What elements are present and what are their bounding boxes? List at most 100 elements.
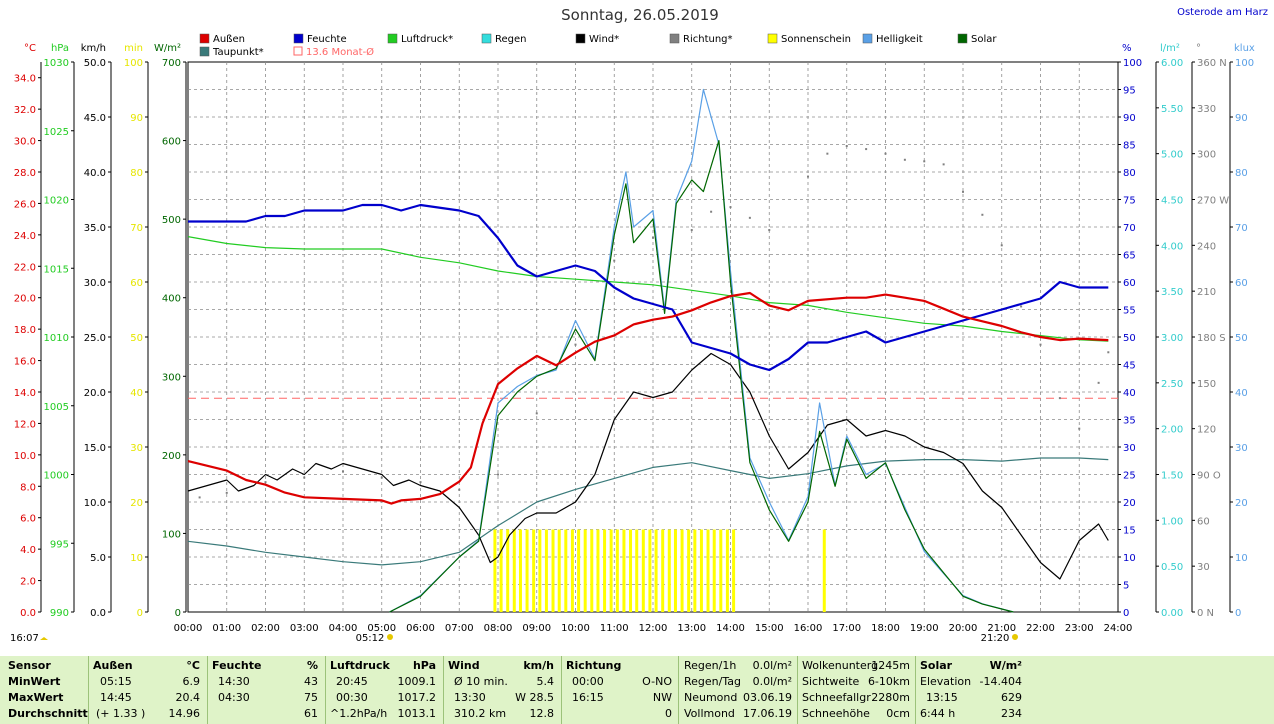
series-line-solar (389, 140, 1014, 613)
sunshine-bar (603, 529, 607, 612)
footer-aussen-max-value: 20.4 (175, 691, 201, 704)
footer-schneehoehe-value: 0cm (886, 707, 910, 720)
left-axis-label: 70 (130, 223, 143, 234)
footer-solar-avg-value: 234 (1001, 707, 1022, 720)
right-axis-label: 6.00 (1161, 58, 1183, 69)
footer-aussen-avg-value: 14.96 (168, 707, 201, 720)
right-axis-label: 0.50 (1161, 562, 1183, 573)
right-axis-label: 40 (1123, 388, 1136, 399)
left-axis-label: 200 (162, 451, 181, 462)
right-axis-label: 30 (1123, 443, 1136, 454)
x-axis-label: 11:00 (600, 623, 629, 634)
footer-feuchte-max-value: 75 (304, 691, 318, 704)
footer-wind-avg10-label: Ø 10 min. (454, 675, 508, 688)
right-axis-label: 30 (1235, 443, 1248, 454)
direction-point (264, 481, 267, 484)
right-axis-unit: l/m² (1160, 43, 1180, 54)
legend-label: Luftdruck* (401, 34, 453, 45)
sunshine-bar (693, 529, 697, 612)
sunshine-bar (622, 529, 626, 612)
left-axis-label: 30.0 (14, 137, 36, 148)
right-axis-label: 210 (1197, 287, 1216, 298)
sunset-label: 21:20 (981, 633, 1010, 644)
footer-solar-unit: W/m² (989, 659, 1022, 672)
left-axis-unit: hPa (51, 43, 69, 54)
footer-schneefall-label: Schneefallgr (802, 691, 871, 704)
left-axis-label: 1010 (44, 333, 69, 344)
direction-point (1020, 305, 1023, 308)
right-axis-label: 5.00 (1161, 150, 1183, 161)
x-axis-label: 04:00 (329, 623, 358, 634)
series-line-außen (187, 291, 1109, 505)
left-axis-label: 300 (162, 372, 181, 383)
footer-luftdruck-max-value: 1017.2 (397, 691, 437, 704)
sunshine-bar (822, 529, 826, 612)
footer-regen-1h-value: 0.0l/m² (752, 659, 792, 672)
right-axis-unit: klux (1234, 43, 1255, 54)
left-axis-label: 2.0 (20, 577, 36, 588)
direction-point (1058, 397, 1061, 400)
sunshine-bar (525, 529, 529, 612)
right-axis-label: 0 (1235, 608, 1241, 619)
left-axis-label: 990 (50, 608, 69, 619)
direction-point (865, 148, 868, 151)
footer-aussen-unit: °C (186, 659, 200, 672)
sunshine-bar (512, 529, 516, 612)
x-axis-label: 13:00 (677, 623, 706, 634)
sunshine-bar (712, 529, 716, 612)
footer-aussen-title: Außen (93, 659, 133, 672)
footer-richtung-avg-value: 0 (665, 707, 672, 720)
footer-solar-max-time: 13:15 (926, 691, 958, 704)
right-axis-label: 30 (1197, 562, 1210, 573)
direction-point (1097, 381, 1100, 384)
left-axis-unit: W/m² (154, 43, 181, 54)
footer-regen-1h-label: Regen/1h (684, 659, 737, 672)
footer-feuchte-min-time: 14:30 (218, 675, 250, 688)
footer-feuchte-title: Feuchte (212, 659, 262, 672)
right-axis-label: 1.00 (1161, 516, 1183, 527)
footer-solar-title: Solar (920, 659, 953, 672)
sunshine-bar (570, 529, 574, 612)
right-axis-label: 1.50 (1161, 471, 1183, 482)
left-axis-unit: km/h (81, 43, 106, 54)
footer-wolken-value: 1245m (871, 659, 910, 672)
x-axis-label: 12:00 (639, 623, 668, 634)
right-axis-unit: ° (1196, 43, 1201, 54)
sunshine-bar (641, 529, 645, 612)
left-axis-label: 600 (162, 137, 181, 148)
footer-wind-distance: 310.2 km (454, 707, 507, 720)
left-axis-label: 0.0 (20, 608, 36, 619)
footer-schneefall-value: 2280m (871, 691, 910, 704)
sunshine-bar (629, 529, 633, 612)
direction-point (613, 259, 616, 262)
left-axis-label: 1015 (44, 264, 69, 275)
left-axis-label: 50.0 (84, 58, 106, 69)
direction-point (826, 152, 829, 155)
sunshine-bar (564, 529, 568, 612)
left-axis-label: 1005 (44, 402, 69, 413)
x-axis-label: 17:00 (832, 623, 861, 634)
right-axis-label: 3.50 (1161, 287, 1183, 298)
sunshine-bar (667, 529, 671, 612)
left-axis-label: 30 (130, 443, 143, 454)
right-axis-label: 20 (1235, 498, 1248, 509)
direction-point (923, 160, 926, 163)
footer-neumond-label: Neumond (684, 691, 738, 704)
right-axis-label: 55 (1123, 306, 1136, 317)
right-axis-label: 240 (1197, 241, 1216, 252)
direction-point (574, 343, 577, 346)
direction-point (748, 216, 751, 219)
direction-point (497, 473, 499, 476)
sunshine-bar (551, 529, 555, 612)
legend-swatch (862, 33, 873, 44)
footer-feuchte-min-value: 43 (304, 675, 318, 688)
footer-schneehoehe-label: Schneehöhe (802, 707, 870, 720)
series-line-feuchte (188, 203, 1109, 372)
sunset-icon (1012, 634, 1018, 640)
left-axis-label: 22.0 (14, 262, 36, 273)
legend-label: 13.6 Monat-Ø (306, 46, 374, 58)
legend-swatch (669, 33, 680, 44)
x-axis-label: 18:00 (871, 623, 900, 634)
legend-label: Außen (213, 34, 245, 45)
right-axis-label: 360 N (1197, 58, 1227, 69)
